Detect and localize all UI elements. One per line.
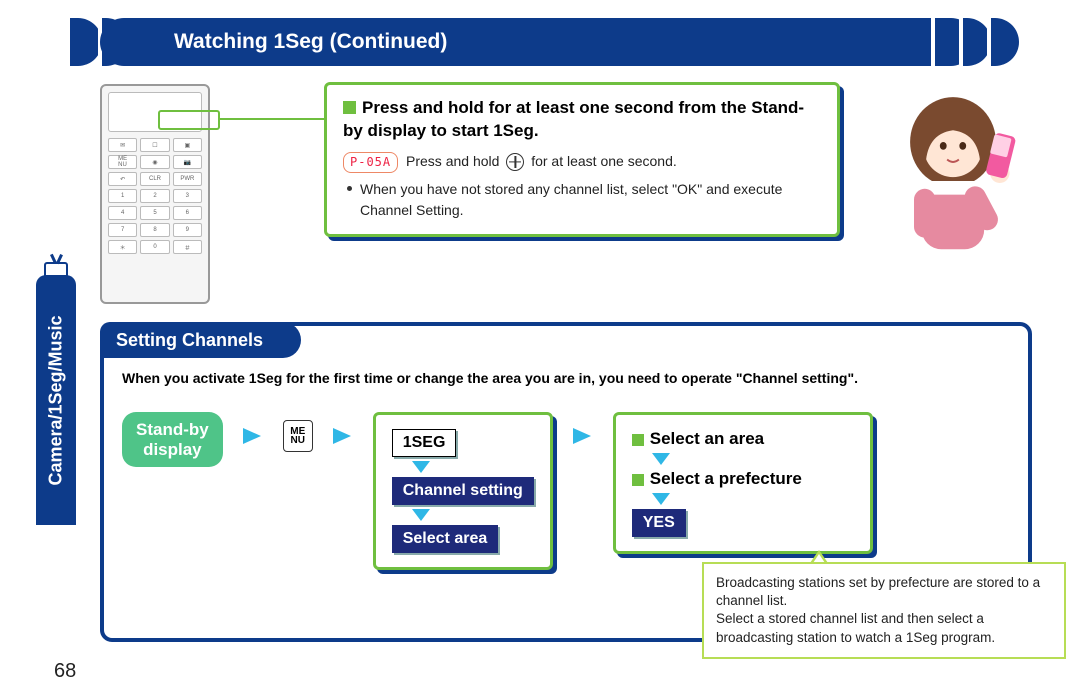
flow-row: Stand-bydisplay MENU 1SEG Channel settin…	[122, 412, 1010, 570]
phone-highlight	[158, 110, 220, 130]
callout-heading-text: Press and hold for at least one second f…	[343, 98, 804, 140]
pill-1seg: 1SEG	[392, 429, 457, 457]
bullet-dot-icon	[347, 186, 352, 191]
pill-yes: YES	[632, 509, 686, 537]
arrow-down-icon	[412, 509, 430, 521]
step-card-2: Select an area Select a prefecture YES	[613, 412, 873, 554]
panel-title: Setting Channels	[100, 322, 283, 358]
step2-line-a: Select an area	[650, 429, 764, 449]
pill-select-area: Select area	[392, 525, 499, 553]
arrow-down-icon	[412, 461, 430, 473]
start-1seg-callout: Press and hold for at least one second f…	[324, 82, 840, 237]
bullet-square-icon	[343, 101, 356, 114]
page-number: 68	[54, 660, 76, 683]
ribbon-decor-right	[935, 18, 1075, 66]
callout-line1-a: Press and hold	[406, 153, 499, 169]
model-badge: P-05A	[343, 152, 398, 173]
pill-channel-setting: Channel setting	[392, 477, 534, 505]
arrow-right-3	[571, 424, 595, 453]
callout-line1-b: for at least one second.	[531, 153, 677, 169]
bullet-square-icon	[632, 434, 644, 446]
step2-line-b: Select a prefecture	[650, 469, 802, 489]
setting-channels-panel: Setting Channels When you activate 1Seg …	[100, 322, 1032, 642]
arrow-right-1	[241, 424, 265, 453]
panel-title-text: Setting Channels	[116, 330, 263, 351]
step-card-1: 1SEG Channel setting Select area	[373, 412, 553, 570]
bullet-square-icon	[632, 474, 644, 486]
callout-line1: P-05A Press and hold for at least one se…	[343, 151, 821, 173]
panel-subtitle: When you activate 1Seg for the first tim…	[122, 370, 1010, 386]
menu-key-icon: MENU	[283, 420, 313, 452]
section-label: Camera/1Seg/Music	[46, 315, 67, 485]
callout-bullet: When you have not stored any channel lis…	[360, 179, 821, 220]
yes-note: Broadcasting stations set by prefecture …	[702, 562, 1066, 659]
header-ribbon: Watching 1Seg (Continued)	[0, 18, 1075, 66]
page-title: Watching 1Seg (Continued)	[174, 30, 447, 54]
phone-highlight-line	[220, 118, 330, 120]
arrow-down-icon	[652, 493, 670, 505]
character-illustration	[875, 82, 1031, 280]
standby-chip: Stand-bydisplay	[122, 412, 223, 467]
section-tab: Camera/1Seg/Music	[36, 275, 76, 525]
arrow-right-2	[331, 424, 355, 453]
nav-key-icon	[506, 153, 524, 171]
callout-bullet-row: When you have not stored any channel lis…	[343, 179, 821, 220]
ribbon-bar: Watching 1Seg (Continued)	[100, 18, 975, 66]
arrow-down-icon	[652, 453, 670, 465]
callout-heading: Press and hold for at least one second f…	[343, 97, 821, 143]
